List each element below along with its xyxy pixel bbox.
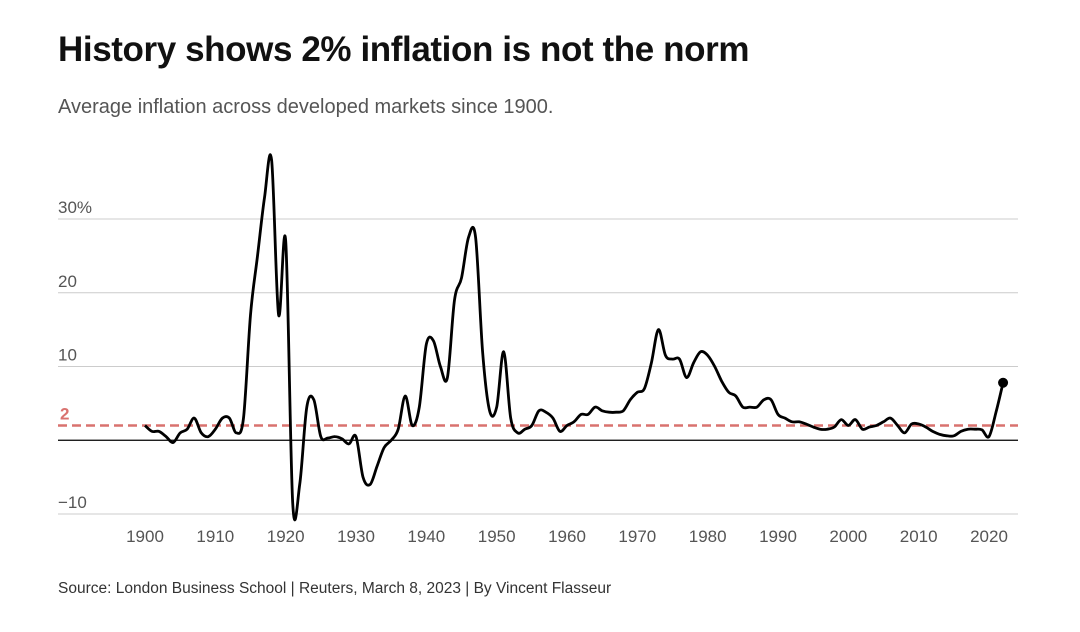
- x-tick-label: 1950: [478, 527, 516, 546]
- x-tick-label: 2010: [900, 527, 938, 546]
- x-tick-label: 1990: [759, 527, 797, 546]
- x-tick-label: 2020: [970, 527, 1008, 546]
- y-tick-label: 10: [58, 346, 77, 365]
- chart-title: History shows 2% inflation is not the no…: [58, 30, 750, 69]
- x-tick-label: 1920: [267, 527, 305, 546]
- series-endpoint-marker: [998, 377, 1009, 388]
- x-tick-label: 1980: [689, 527, 727, 546]
- grid-lines: [58, 218, 1018, 515]
- y-tick-label: −10: [58, 493, 87, 512]
- series-line-inflation: [144, 153, 1005, 522]
- x-tick-label: 1940: [407, 527, 445, 546]
- x-axis-ticks: 1900 1910 1920 1930 1940 1950 1960 1970 1980 1990…: [126, 527, 1008, 546]
- x-tick-label: 1960: [548, 527, 586, 546]
- x-tick-label: 1970: [618, 527, 656, 546]
- source-footnote: Source: London Business School | Reuters…: [58, 580, 612, 597]
- chart-subtitle: Average inflation across developed marke…: [58, 96, 554, 118]
- x-tick-label: 1900: [126, 527, 164, 546]
- y-axis-ticks: −10 10 20 30%: [58, 198, 92, 512]
- x-tick-label: 1910: [196, 527, 234, 546]
- y-tick-label: 30%: [58, 198, 92, 217]
- reference-line-label: 2: [60, 405, 69, 424]
- x-tick-label: 2000: [829, 527, 867, 546]
- y-tick-label: 20: [58, 272, 77, 291]
- x-tick-label: 1930: [337, 527, 375, 546]
